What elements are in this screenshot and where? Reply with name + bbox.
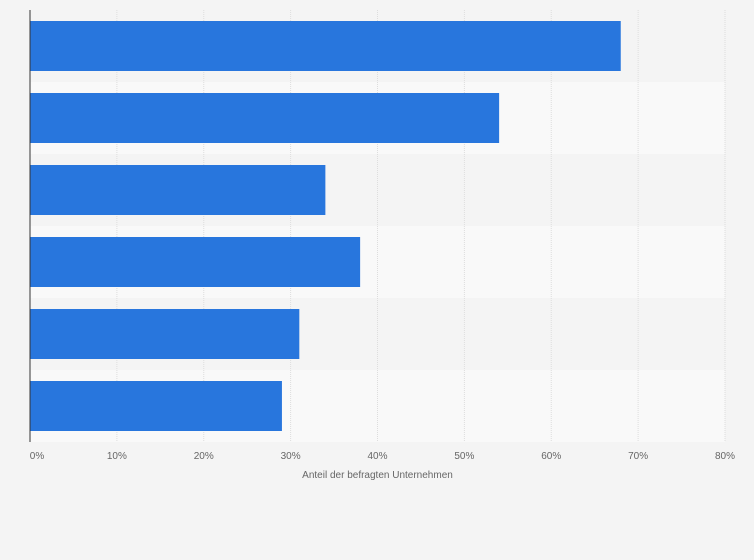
- x-tick-label: 40%: [367, 451, 387, 462]
- bars: [30, 21, 621, 431]
- x-tick-label: 20%: [194, 451, 214, 462]
- bar: [30, 309, 300, 359]
- x-tick-label: 60%: [541, 451, 561, 462]
- x-tick-label: 70%: [628, 451, 648, 462]
- bar: [30, 165, 326, 215]
- bar: [30, 21, 621, 71]
- gridlines: [116, 10, 726, 442]
- x-tick-label: 50%: [454, 451, 474, 462]
- bar: [30, 381, 282, 431]
- x-axis-title: Anteil der befragten Unternehmen: [302, 470, 453, 481]
- bar: [30, 237, 361, 287]
- x-axis-tick-labels: 0% 10% 20% 30% 40% 50% 60% 70% 80%: [30, 451, 735, 462]
- x-tick-label: 0%: [30, 451, 45, 462]
- bar: [30, 93, 500, 143]
- x-tick-label: 80%: [715, 451, 735, 462]
- x-tick-label: 10%: [107, 451, 127, 462]
- x-tick-label: 30%: [281, 451, 301, 462]
